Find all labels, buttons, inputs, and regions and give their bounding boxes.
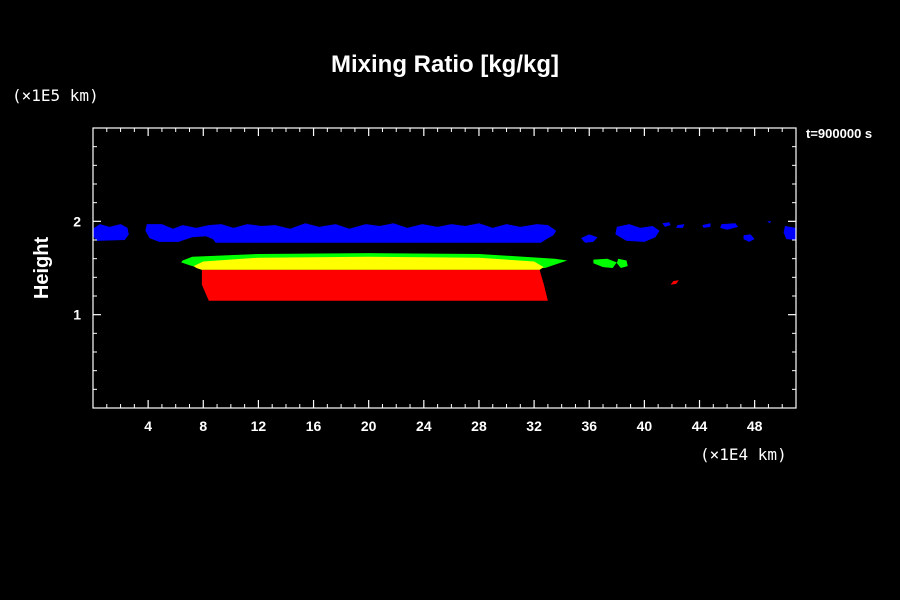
chart-title: Mixing Ratio [kg/kg]	[331, 51, 559, 78]
red-layer	[201, 269, 548, 301]
x-tick-label: 24	[416, 418, 432, 434]
x-tick-label: 32	[526, 418, 542, 434]
x-tick-label: 16	[306, 418, 322, 434]
green-patch	[593, 258, 617, 268]
blue-band	[743, 234, 755, 242]
blue-band	[615, 224, 660, 242]
x-tick-label: 44	[692, 418, 708, 434]
blue-band	[767, 221, 772, 224]
y-axis-label: Height	[31, 237, 53, 300]
x-unit-label: (×1E4 km)	[700, 445, 787, 464]
time-label: t=900000 s	[806, 126, 872, 141]
x-tick-label: 28	[471, 418, 487, 434]
blue-band	[720, 223, 739, 230]
x-tick-label: 40	[637, 418, 653, 434]
plot-frame	[92, 127, 797, 409]
blue-band	[581, 234, 598, 243]
x-tick-label: 48	[747, 418, 763, 434]
blue-band	[93, 224, 129, 241]
blue-band	[783, 226, 796, 240]
blue-band	[702, 223, 711, 228]
blue-band	[145, 223, 557, 243]
x-tick-label: 4	[144, 418, 152, 434]
yellow-layer	[193, 256, 544, 270]
x-tick-label: 20	[361, 418, 377, 434]
x-tick-label: 8	[199, 418, 207, 434]
green-patch	[616, 258, 628, 268]
x-tick-label: 36	[581, 418, 597, 434]
y-unit-label: (×1E5 km)	[12, 86, 99, 105]
blue-band	[662, 222, 671, 227]
blue-band	[676, 224, 685, 228]
y-tick-label: 1	[73, 307, 81, 323]
red-patch	[670, 280, 679, 285]
y-tick-label: 2	[73, 213, 81, 229]
x-tick-label: 12	[251, 418, 267, 434]
contour-regions	[93, 221, 796, 301]
